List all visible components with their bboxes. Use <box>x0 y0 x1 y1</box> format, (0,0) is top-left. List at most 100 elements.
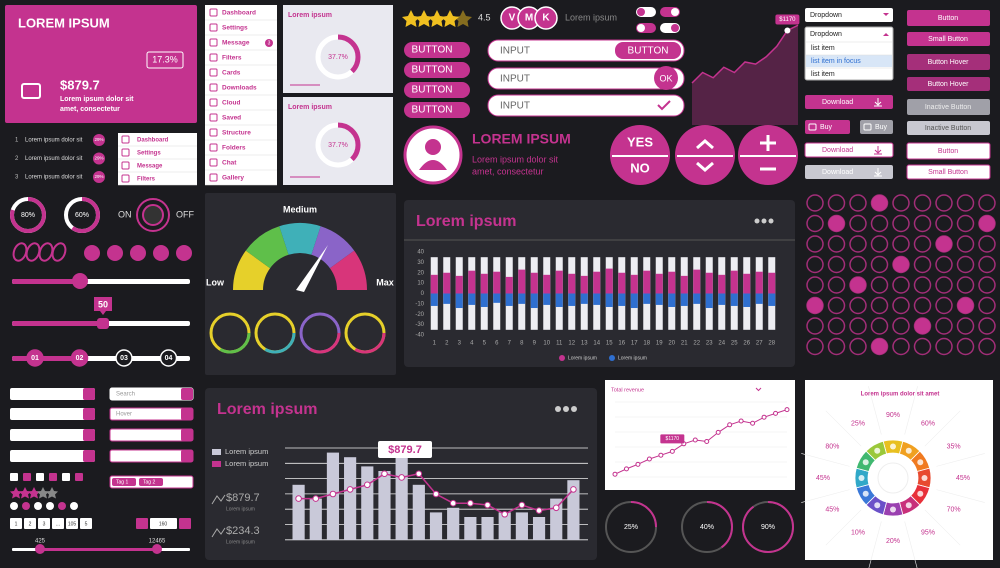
dropdown[interactable] <box>805 8 893 22</box>
grid-circle <box>978 214 996 233</box>
button[interactable] <box>906 164 991 180</box>
page-button[interactable] <box>66 518 78 529</box>
counter-plus[interactable] <box>179 518 191 529</box>
grid-circle <box>849 296 867 315</box>
input[interactable] <box>109 449 194 463</box>
menu-dot[interactable] <box>754 218 760 224</box>
download-button[interactable] <box>804 142 894 158</box>
icon-button[interactable] <box>153 245 169 261</box>
menu-item: Dashboard <box>137 138 169 144</box>
page-button[interactable] <box>38 518 50 529</box>
search-button[interactable] <box>83 450 95 462</box>
page-button[interactable] <box>52 518 64 529</box>
gauge-segment <box>279 223 321 256</box>
radial-line <box>868 521 882 568</box>
download-button[interactable] <box>805 165 893 179</box>
list-badge <box>93 171 105 183</box>
search-button[interactable] <box>83 429 95 441</box>
menu-icon <box>209 128 218 137</box>
radio[interactable] <box>22 502 30 510</box>
radio[interactable] <box>10 502 18 510</box>
input[interactable] <box>10 388 95 400</box>
checkbox[interactable] <box>49 473 57 481</box>
range-knob[interactable] <box>152 544 162 554</box>
button[interactable] <box>907 121 990 135</box>
gauge-segment <box>245 226 290 269</box>
slider-knob[interactable] <box>72 273 88 289</box>
x-tick-label: 22 <box>693 341 700 347</box>
input[interactable] <box>10 429 95 441</box>
radio[interactable] <box>70 502 78 510</box>
input[interactable] <box>10 450 95 462</box>
button[interactable] <box>907 32 990 46</box>
ok-button[interactable] <box>654 66 678 90</box>
search-button[interactable] <box>181 408 193 420</box>
search-button[interactable] <box>181 450 193 462</box>
color-ring <box>209 312 251 354</box>
input-button[interactable] <box>615 42 681 59</box>
checkbox[interactable] <box>10 473 18 481</box>
search-button[interactable] <box>181 429 193 441</box>
grid-circle <box>935 276 953 294</box>
button[interactable] <box>404 82 470 98</box>
checkbox[interactable] <box>36 473 44 481</box>
search-button[interactable] <box>181 388 193 400</box>
button[interactable] <box>404 102 470 118</box>
legend-marker <box>559 355 565 361</box>
button[interactable] <box>404 42 470 58</box>
search-button[interactable] <box>83 408 95 420</box>
button[interactable] <box>907 54 990 70</box>
input[interactable] <box>10 408 95 420</box>
checkbox[interactable] <box>23 473 31 481</box>
page-button[interactable] <box>80 518 92 529</box>
menu-dot[interactable] <box>571 406 577 412</box>
step-label: 04 <box>165 355 173 362</box>
icon-button[interactable] <box>84 245 100 261</box>
page-button[interactable] <box>10 518 22 529</box>
bar <box>680 275 688 294</box>
button[interactable] <box>404 62 470 78</box>
button-label: Download <box>822 99 853 106</box>
avatar <box>534 6 558 30</box>
menu-dot[interactable] <box>563 406 569 412</box>
x-tick-label: 18 <box>643 341 650 347</box>
grid-circle <box>935 194 953 212</box>
menu-icon <box>209 83 218 92</box>
gauge-segment <box>329 250 367 291</box>
button[interactable] <box>907 10 990 26</box>
icon-button[interactable] <box>107 245 123 261</box>
bar <box>768 293 776 306</box>
radio[interactable] <box>46 502 54 510</box>
ring-arc <box>681 501 733 553</box>
bar <box>412 484 425 540</box>
x-tick-label: 4 <box>470 341 474 347</box>
icon-button[interactable] <box>130 245 146 261</box>
buy-button[interactable] <box>805 120 850 134</box>
radial-line <box>936 489 985 503</box>
menu-dot[interactable] <box>768 218 774 224</box>
range-knob[interactable] <box>35 544 45 554</box>
menu-dot[interactable] <box>761 218 767 224</box>
y-tick-label: -20 <box>415 312 424 318</box>
input[interactable] <box>487 67 685 90</box>
checkbox[interactable] <box>75 473 83 481</box>
radio[interactable] <box>58 502 66 510</box>
radio[interactable] <box>34 502 42 510</box>
chart-title: Total revenue <box>611 387 644 393</box>
slider-knob[interactable] <box>97 318 109 329</box>
download-button[interactable] <box>805 95 893 109</box>
counter-minus[interactable] <box>136 518 148 529</box>
menu-dot[interactable] <box>555 406 561 412</box>
input[interactable] <box>487 94 685 117</box>
page-button[interactable] <box>24 518 36 529</box>
button[interactable] <box>906 142 991 160</box>
button[interactable] <box>907 77 990 91</box>
input[interactable] <box>109 428 194 442</box>
button[interactable] <box>907 99 990 115</box>
grid-circle <box>956 337 975 356</box>
x-tick-label: 1 <box>433 341 437 347</box>
search-button[interactable] <box>83 388 95 400</box>
step-label: 02 <box>76 355 84 362</box>
checkbox[interactable] <box>62 473 70 481</box>
icon-button[interactable] <box>176 245 192 261</box>
